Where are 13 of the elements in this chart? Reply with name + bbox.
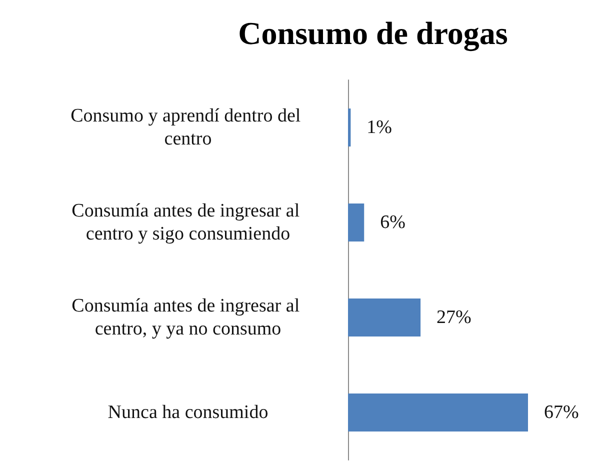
data-label: 1% bbox=[366, 117, 392, 138]
bar bbox=[348, 298, 421, 336]
bar bbox=[348, 394, 528, 432]
y-tick-label: Consumía antes de ingresar al centro, y ya no consumo bbox=[72, 296, 304, 340]
y-tick-label: Consumía antes de ingresar al centro y sigo consumiendo bbox=[72, 200, 304, 244]
y-tick-label: Nunca ha consumido bbox=[108, 402, 268, 423]
bar bbox=[348, 108, 351, 146]
chart-title: Consumo de drogas bbox=[238, 15, 508, 52]
data-label: 6% bbox=[380, 212, 406, 233]
data-label: 67% bbox=[544, 402, 579, 423]
data-label: 27% bbox=[436, 307, 472, 328]
y-tick-label: Consumo y aprendí dentro del centro bbox=[70, 106, 306, 150]
bar bbox=[348, 204, 364, 242]
